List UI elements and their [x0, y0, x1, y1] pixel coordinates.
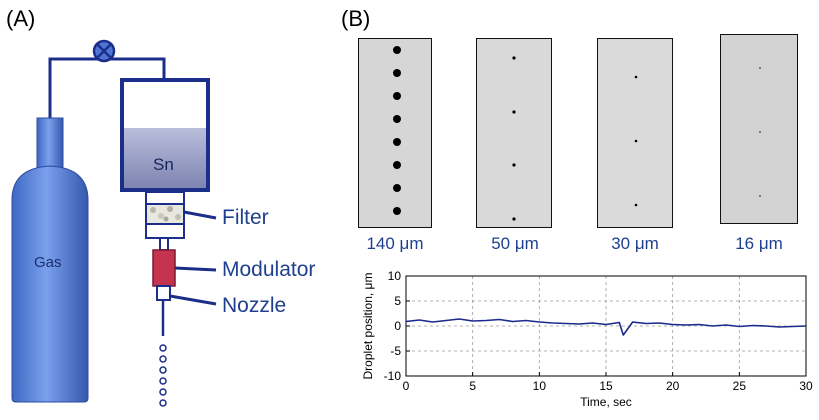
leader-lines: [169, 210, 217, 306]
droplet-chain: [159, 344, 167, 407]
droplet: [159, 388, 167, 396]
y-axis-title: Droplet position, μm: [361, 273, 375, 380]
x-tick-label: 10: [533, 379, 547, 393]
droplet: [159, 366, 167, 374]
droplet-image-16um-spots: [759, 67, 761, 197]
image-label-140um: 140 μm: [366, 234, 424, 253]
y-tick-label: -5: [390, 344, 401, 358]
droplet-image-50um: [476, 38, 552, 228]
x-tick-label: 20: [666, 379, 680, 393]
x-tick-label: 15: [599, 379, 613, 393]
series-line: [405, 318, 807, 336]
x-axis-title: Time, sec: [580, 395, 632, 409]
droplet-image-140um: [358, 38, 432, 228]
nozzle-label: Nozzle: [222, 294, 287, 317]
droplet-image-140um-spots: [393, 46, 401, 215]
y-tick-label: -10: [384, 369, 402, 383]
panel-label-b: (B): [341, 6, 371, 31]
y-tick-label: 10: [388, 269, 402, 283]
droplet-image-30um-spots: [634, 75, 638, 207]
tin-label: Sn: [153, 155, 174, 174]
droplet-image-50um-spots: [512, 56, 516, 221]
droplet-image-16um: [720, 34, 798, 224]
tin-chamber: [120, 78, 210, 192]
nozzle-leader: [169, 294, 217, 306]
droplet: [159, 355, 167, 363]
y-tick-label: 0: [394, 319, 401, 333]
gas-cylinder: [11, 117, 89, 403]
droplet: [159, 399, 167, 407]
modulator-leader: [174, 266, 217, 272]
modulator-label: Modulator: [222, 258, 316, 281]
y-tick-label: 5: [394, 294, 401, 308]
image-label-16um: 16 μm: [735, 234, 783, 253]
filter-leader: [183, 210, 217, 220]
droplet: [159, 344, 167, 352]
filter-label: Filter: [222, 206, 269, 229]
filter-element: [145, 191, 185, 239]
x-tick-label: 30: [799, 379, 813, 393]
panel-label-a: (A): [6, 6, 36, 31]
x-tick-label: 25: [733, 379, 747, 393]
x-tick-label: 0: [403, 379, 410, 393]
valve-icon: [92, 39, 116, 63]
gas-label: Gas: [34, 254, 62, 271]
image-label-50um: 50 μm: [491, 234, 539, 253]
droplet: [159, 377, 167, 385]
droplet-image-30um: [597, 38, 673, 228]
x-tick-label: 5: [469, 379, 476, 393]
image-label-30um: 30 μm: [611, 234, 659, 253]
